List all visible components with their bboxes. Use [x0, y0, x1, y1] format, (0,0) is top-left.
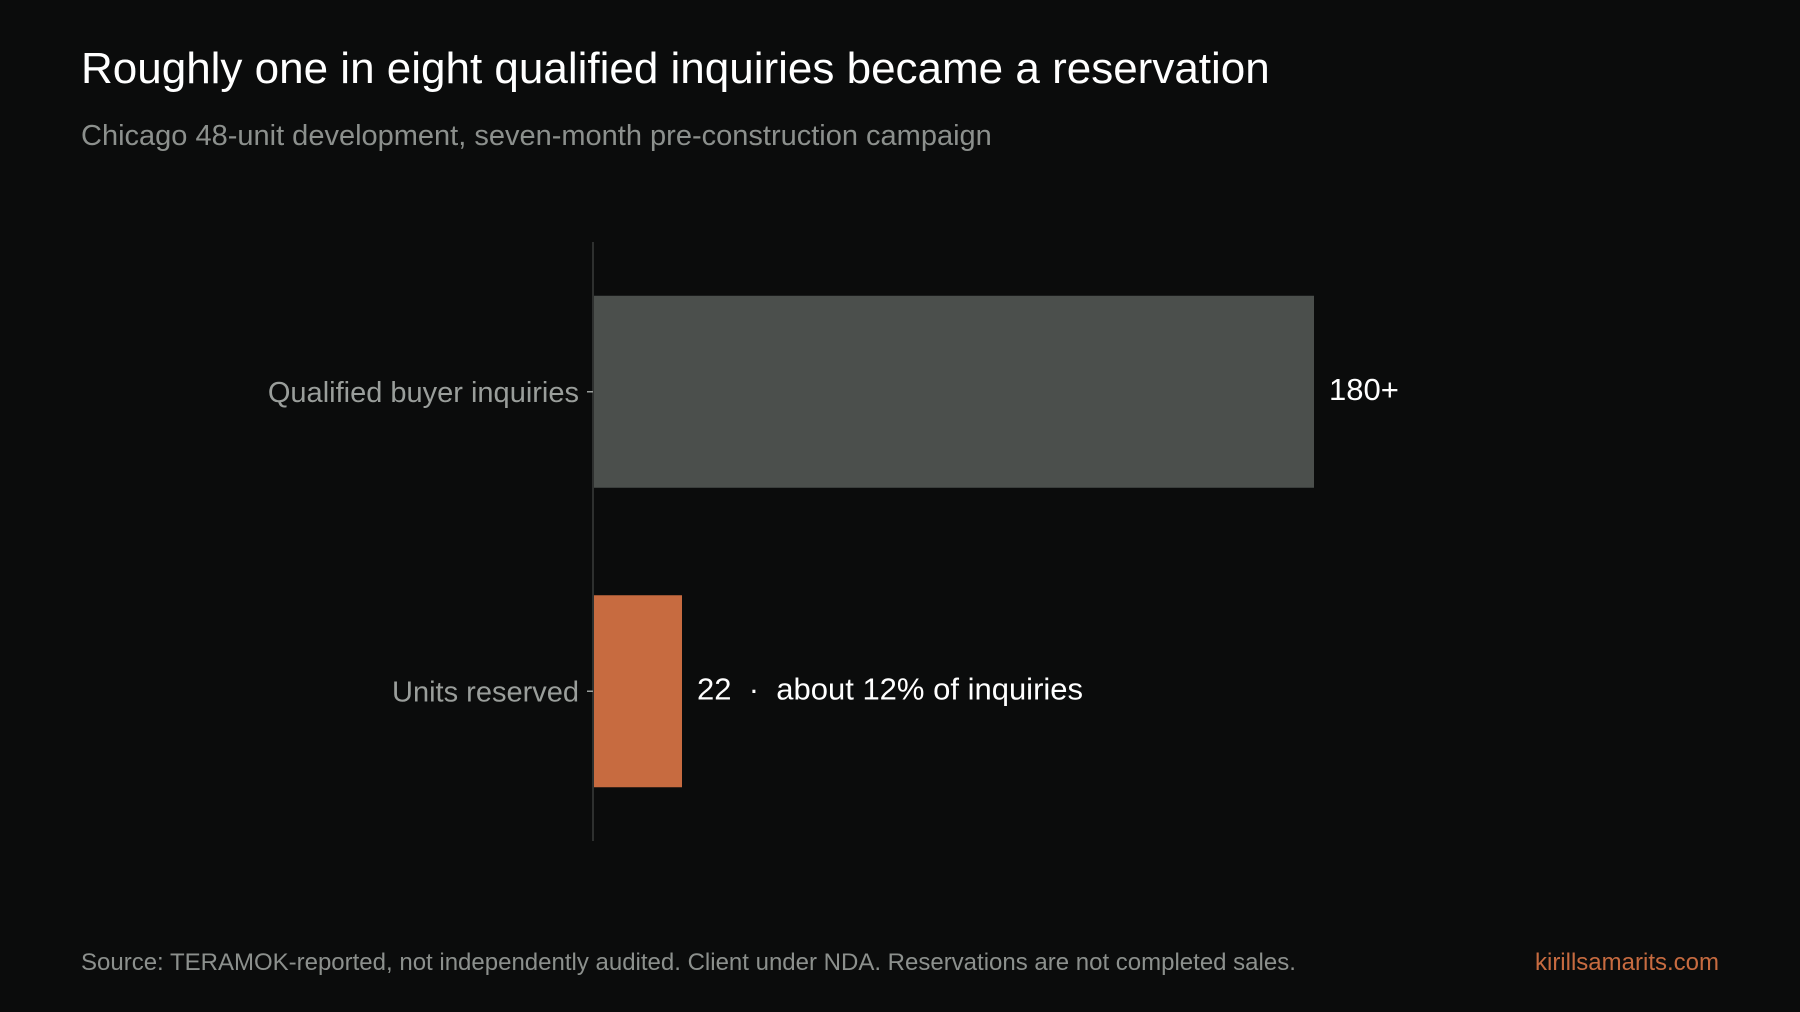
chart-title: Roughly one in eight qualified inquiries…	[81, 44, 1270, 93]
source-note: Source: TERAMOK-reported, not independen…	[81, 949, 1296, 976]
chart-subtitle: Chicago 48-unit development, seven-month…	[81, 120, 992, 152]
data-label: 180+	[1329, 372, 1399, 407]
brand-link[interactable]: kirillsamarits.com	[1534, 949, 1719, 976]
data-label: 22 · about 12% of inquiries	[697, 671, 1083, 706]
category-label: Units reserved	[392, 676, 579, 708]
bar-units-reserved	[594, 595, 682, 788]
bar-qualified-inquiries	[594, 295, 1314, 488]
bars-layer: Qualified buyer inquiries 180+ Units reser…	[268, 242, 1399, 841]
category-label: Qualified buyer inquiries	[268, 377, 579, 409]
